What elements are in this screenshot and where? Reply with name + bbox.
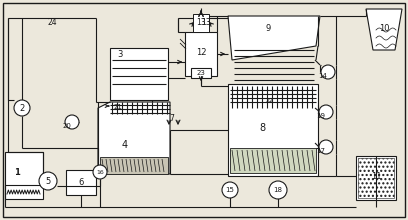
Bar (5, 152, 43, 199)
Text: 12: 12 (196, 48, 206, 57)
Bar (191, 68, 211, 78)
Bar (100, 157, 168, 174)
Text: 18: 18 (273, 187, 282, 193)
Text: 17: 17 (317, 148, 326, 154)
Text: 4: 4 (122, 140, 128, 150)
Text: 3: 3 (118, 50, 123, 59)
Bar (228, 84, 318, 176)
Text: 8: 8 (259, 123, 265, 133)
Text: 21: 21 (113, 104, 122, 110)
Text: 16: 16 (96, 169, 104, 174)
Text: 15: 15 (226, 187, 235, 193)
Text: 2: 2 (19, 103, 24, 112)
Bar (193, 14, 209, 32)
Text: 9: 9 (265, 24, 271, 33)
Bar (230, 148, 316, 173)
Text: 24: 24 (47, 18, 57, 26)
Bar (356, 156, 396, 200)
Circle shape (14, 100, 30, 116)
Bar (66, 170, 96, 195)
Circle shape (319, 105, 333, 119)
Circle shape (222, 182, 238, 198)
Circle shape (93, 165, 107, 179)
Polygon shape (98, 102, 170, 174)
Bar (358, 158, 394, 198)
Text: 11: 11 (371, 172, 381, 180)
Text: 13: 13 (201, 18, 211, 26)
Circle shape (39, 172, 57, 190)
Text: 14: 14 (319, 73, 328, 79)
Polygon shape (366, 9, 402, 50)
Text: 1: 1 (14, 167, 20, 176)
Circle shape (65, 115, 79, 129)
Text: 13: 13 (196, 18, 206, 26)
Text: 10: 10 (379, 24, 389, 33)
Text: 6: 6 (78, 178, 84, 187)
Bar (185, 32, 217, 76)
Text: 20: 20 (62, 123, 71, 129)
Circle shape (319, 140, 333, 154)
Circle shape (269, 181, 287, 199)
Text: 23: 23 (197, 70, 206, 76)
Text: 5: 5 (45, 176, 51, 185)
Text: 7: 7 (170, 114, 175, 123)
Text: 19: 19 (317, 113, 326, 119)
Circle shape (321, 65, 335, 79)
Bar (110, 48, 168, 100)
Polygon shape (228, 16, 320, 60)
Text: 22: 22 (266, 97, 274, 103)
